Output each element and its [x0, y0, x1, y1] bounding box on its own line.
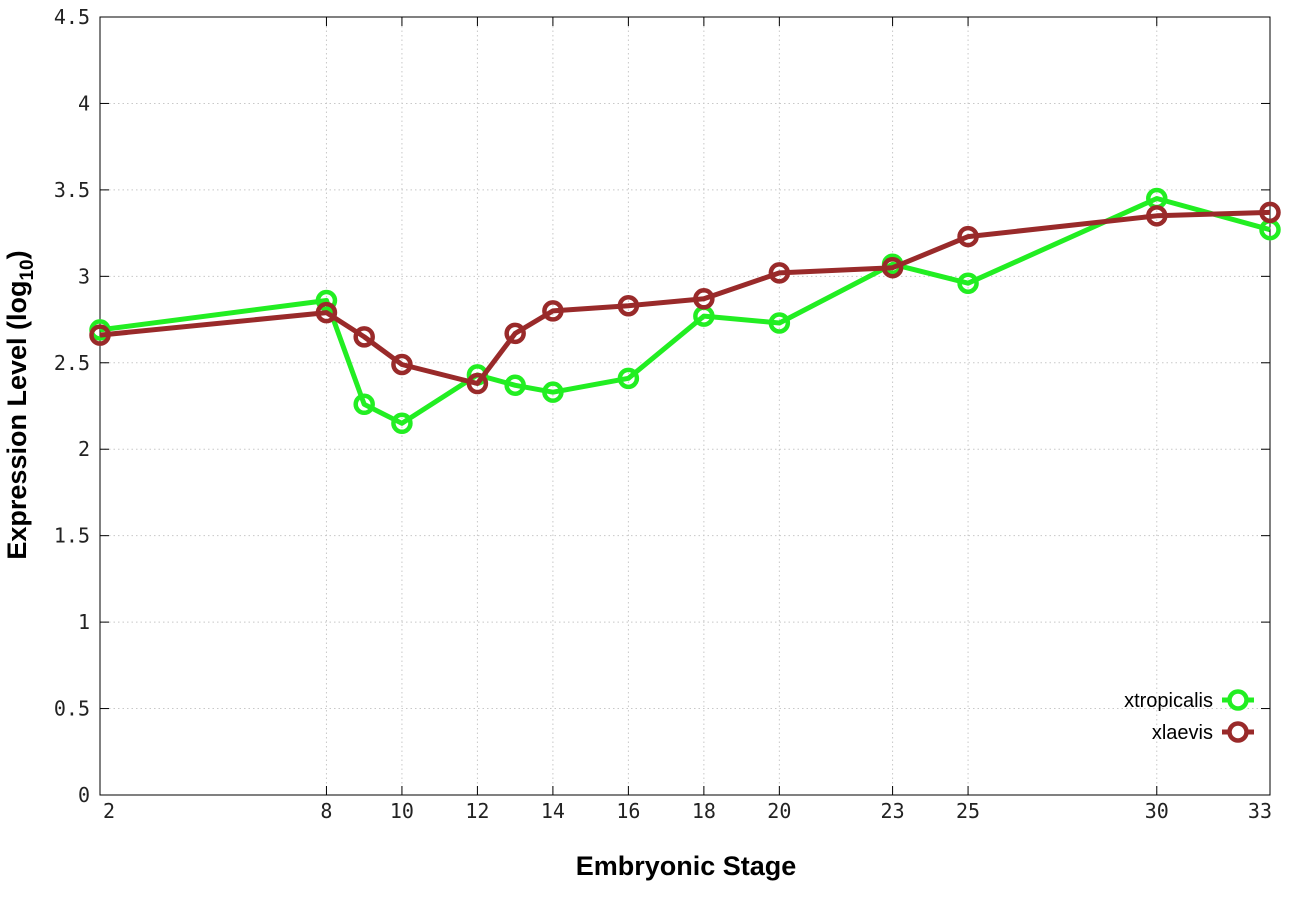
data-point-xtropicalis [542, 381, 564, 403]
data-point-xtropicalis [315, 289, 338, 312]
series-line-xtropicalis [99, 196, 1271, 426]
y-tick-label: 3.5 [54, 178, 90, 202]
y-tick-label: 1 [78, 610, 90, 634]
x-tick-label: 16 [616, 799, 640, 823]
plot-frame [99, 16, 1271, 796]
data-point-xtropicalis [353, 393, 375, 416]
data-point-xlaevis [466, 372, 489, 395]
y-tick-label: 1.5 [54, 524, 90, 548]
data-point-xlaevis [315, 301, 338, 324]
x-tick-label: 2 [103, 799, 115, 823]
legend: xtropicalis xlaevis [1124, 689, 1254, 744]
y-axis-title-main: Expression Level (log [2, 281, 32, 560]
data-point-xlaevis [768, 262, 791, 284]
data-point-xlaevis [617, 294, 640, 317]
y-axis-title-close: ) [2, 250, 32, 259]
y-tick-label: 4 [78, 91, 90, 115]
axis-ticks: 0 0.5 1 1.5 2 2.5 3 3.5 4 4.5 2 8 10 12 14 16 18 20 23 25 30… [54, 5, 1272, 823]
legend-marker-xtropicalis [1227, 689, 1249, 711]
x-tick-label: 18 [692, 799, 716, 823]
x-tick-label: 30 [1145, 799, 1169, 823]
data-point-xtropicalis [391, 412, 413, 435]
y-tick-label: 2.5 [54, 351, 90, 375]
grid-lines [100, 17, 1270, 795]
legend-label-xlaevis: xlaevis [1152, 722, 1213, 744]
data-point-xtropicalis [957, 272, 979, 294]
data-point-xlaevis [504, 322, 526, 345]
y-tick-label: 2 [78, 437, 90, 461]
y-tick-label: 3 [78, 264, 90, 288]
series-line-xlaevis [99, 209, 1271, 386]
data-point-xlaevis [1146, 205, 1168, 227]
data-point-xlaevis [391, 353, 413, 376]
x-tick-label: 10 [390, 799, 414, 823]
y-axis-title: Expression Level (log10) [2, 250, 38, 559]
legend-label-xtropicalis: xtropicalis [1124, 690, 1213, 712]
y-tick-label: 4.5 [54, 5, 90, 29]
y-tick-label: 0 [78, 783, 90, 807]
x-tick-label: 12 [465, 799, 489, 823]
data-point-xtropicalis [768, 312, 791, 334]
y-tick-label: 0.5 [54, 697, 90, 721]
data-point-xlaevis [1259, 201, 1281, 224]
x-tick-label: 8 [320, 799, 332, 823]
y-axis-title-subscript: 10 [17, 259, 38, 280]
x-tick-label: 14 [541, 799, 565, 823]
data-point-xlaevis [881, 256, 904, 279]
data-point-xlaevis [89, 324, 111, 346]
data-point-xtropicalis [617, 367, 640, 390]
data-point-xlaevis [693, 288, 715, 310]
series-lines [89, 187, 1281, 435]
x-tick-label: 20 [767, 799, 791, 823]
data-point-xlaevis [957, 225, 979, 248]
data-point-xlaevis [542, 300, 564, 322]
legend-marker-xlaevis [1227, 721, 1249, 743]
x-axis-title: Embryonic Stage [576, 851, 797, 881]
data-point-xtropicalis [504, 374, 526, 397]
x-tick-label: 25 [956, 799, 980, 823]
data-point-xlaevis [353, 326, 375, 348]
x-tick-label: 33 [1248, 799, 1272, 823]
x-tick-label: 23 [881, 799, 905, 823]
